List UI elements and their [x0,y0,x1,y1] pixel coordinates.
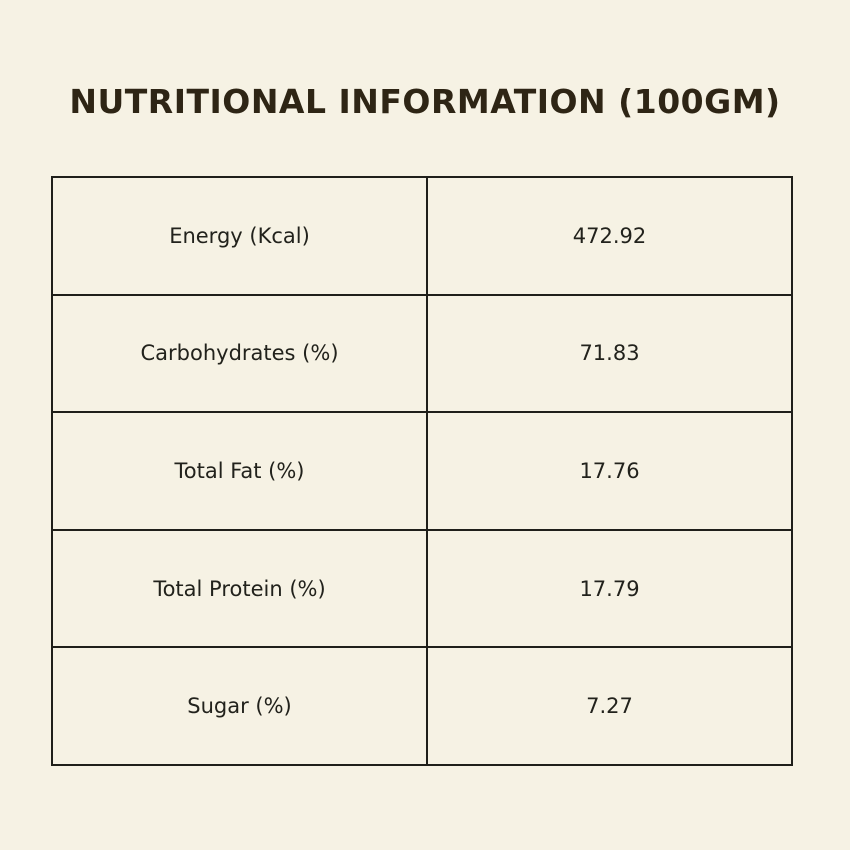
nutrient-value: 17.79 [426,528,793,649]
nutrient-value: 17.76 [426,411,793,531]
nutrient-value: 472.92 [426,176,793,296]
nutrient-label: Energy (Kcal) [51,176,428,296]
nutrient-label: Total Fat (%) [51,411,428,531]
nutrition-table: Energy (Kcal) 472.92 Carbohydrates (%) 7… [51,176,793,766]
table-row: Sugar (%) 7.27 [51,646,793,766]
nutrient-label: Carbohydrates (%) [51,293,428,414]
nutrient-label: Sugar (%) [51,646,428,766]
table-row: Total Protein (%) 17.79 [51,528,793,649]
page-title: NUTRITIONAL INFORMATION (100GM) [69,82,781,121]
table-row: Energy (Kcal) 472.92 [51,176,793,296]
table-row: Total Fat (%) 17.76 [51,411,793,531]
nutrient-label: Total Protein (%) [51,528,428,649]
table-row: Carbohydrates (%) 71.83 [51,293,793,414]
nutrient-value: 7.27 [426,646,793,766]
nutrient-value: 71.83 [426,293,793,414]
